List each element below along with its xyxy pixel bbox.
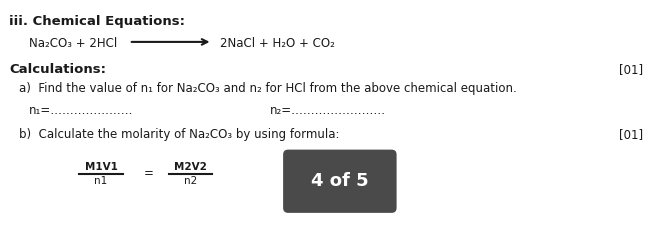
Text: [01]: [01] bbox=[619, 63, 644, 76]
Text: M1V1: M1V1 bbox=[84, 162, 117, 173]
Text: b)  Calculate the molarity of Na₂CO₃ by using formula:: b) Calculate the molarity of Na₂CO₃ by u… bbox=[19, 128, 340, 141]
Text: n2: n2 bbox=[184, 176, 197, 186]
Text: 4 of 5: 4 of 5 bbox=[311, 172, 369, 190]
Text: =: = bbox=[144, 167, 154, 180]
Text: n₁=…………………: n₁=………………… bbox=[29, 104, 134, 117]
Text: n₂=……………………: n₂=…………………… bbox=[270, 104, 386, 117]
Text: [01]: [01] bbox=[619, 128, 644, 141]
Text: n1: n1 bbox=[94, 176, 108, 186]
FancyBboxPatch shape bbox=[283, 150, 397, 213]
Text: 2NaCl + H₂O + CO₂: 2NaCl + H₂O + CO₂ bbox=[220, 37, 335, 50]
Text: M2V2: M2V2 bbox=[174, 162, 207, 173]
Text: Na₂CO₃ + 2HCl: Na₂CO₃ + 2HCl bbox=[29, 37, 117, 50]
Text: a)  Find the value of n₁ for Na₂CO₃ and n₂ for HCl from the above chemical equat: a) Find the value of n₁ for Na₂CO₃ and n… bbox=[19, 82, 517, 95]
Text: iii. Chemical Equations:: iii. Chemical Equations: bbox=[9, 15, 185, 28]
Text: Calculations:: Calculations: bbox=[9, 63, 106, 76]
